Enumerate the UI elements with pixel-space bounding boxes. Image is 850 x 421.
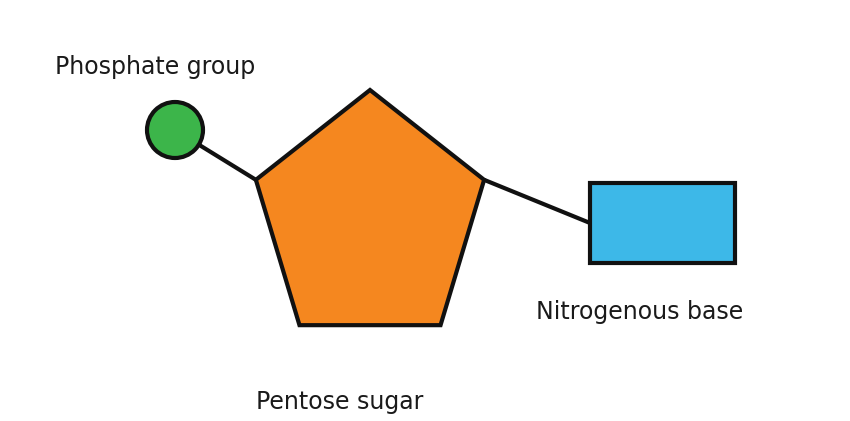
Polygon shape xyxy=(256,90,484,325)
Text: Nitrogenous base: Nitrogenous base xyxy=(536,300,744,324)
Circle shape xyxy=(147,102,203,158)
Text: Phosphate group: Phosphate group xyxy=(55,55,255,79)
Text: Pentose sugar: Pentose sugar xyxy=(257,390,423,414)
Bar xyxy=(590,183,735,263)
